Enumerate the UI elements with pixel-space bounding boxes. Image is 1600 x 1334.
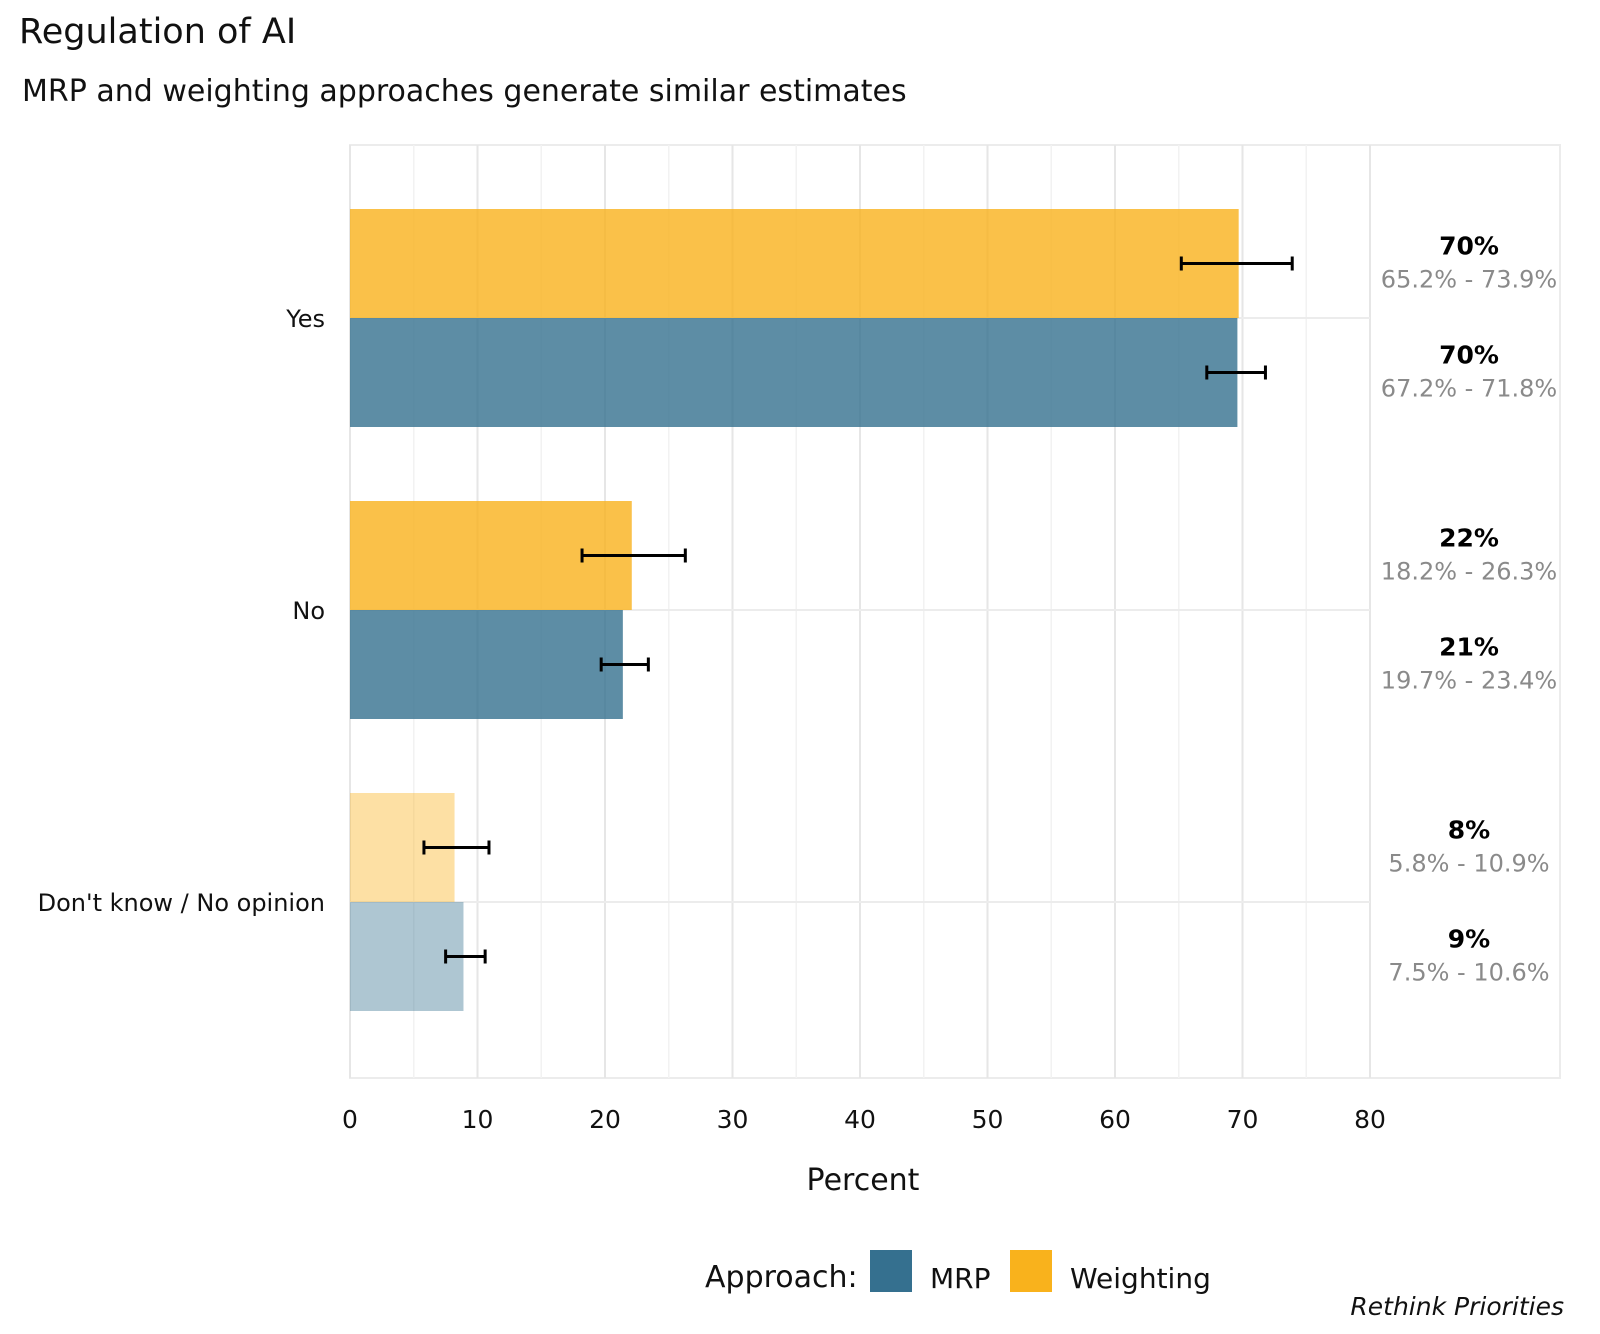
weighting-bar xyxy=(350,209,1239,318)
value-label: 21% xyxy=(1439,633,1499,662)
value-label: 70% xyxy=(1439,341,1499,370)
legend-swatch-mrp xyxy=(870,1250,912,1292)
value-label: 9% xyxy=(1448,925,1490,954)
value-label: 70% xyxy=(1439,232,1499,261)
x-tick-label: 20 xyxy=(589,1105,621,1134)
x-tick-label: 0 xyxy=(342,1105,358,1134)
x-tick-label: 60 xyxy=(1099,1105,1131,1134)
value-label: 8% xyxy=(1448,816,1490,845)
mrp-bar xyxy=(350,610,623,719)
chart-title: Regulation of AI xyxy=(19,12,297,52)
legend-label-weighting: Weighting xyxy=(1070,1262,1211,1295)
mrp-bar xyxy=(350,318,1238,427)
ci-label: 65.2% - 73.9% xyxy=(1381,266,1557,294)
y-tick-label: Yes xyxy=(285,305,325,333)
x-tick-label: 80 xyxy=(1354,1105,1386,1134)
chart-subtitle: MRP and weighting approaches generate si… xyxy=(22,74,907,109)
ci-label: 18.2% - 26.3% xyxy=(1381,558,1557,586)
legend-title: Approach: xyxy=(705,1260,858,1295)
ci-label: 5.8% - 10.9% xyxy=(1388,850,1549,878)
x-tick-label: 40 xyxy=(844,1105,876,1134)
x-tick-label: 10 xyxy=(462,1105,494,1134)
value-label: 22% xyxy=(1439,524,1499,553)
x-tick-label: 50 xyxy=(972,1105,1004,1134)
ci-label: 67.2% - 71.8% xyxy=(1381,375,1557,403)
legend-swatch-weighting xyxy=(1010,1250,1052,1292)
x-tick-label: 70 xyxy=(1227,1105,1259,1134)
chart-caption: Rethink Priorities xyxy=(1350,1292,1564,1321)
y-tick-label: No xyxy=(292,597,325,625)
y-tick-label: Don't know / No opinion xyxy=(38,889,325,917)
x-tick-label: 30 xyxy=(717,1105,749,1134)
x-axis-title: Percent xyxy=(807,1163,920,1198)
ci-label: 7.5% - 10.6% xyxy=(1388,959,1549,987)
ci-label: 19.7% - 23.4% xyxy=(1381,667,1557,695)
legend-label-mrp: MRP xyxy=(930,1262,991,1295)
